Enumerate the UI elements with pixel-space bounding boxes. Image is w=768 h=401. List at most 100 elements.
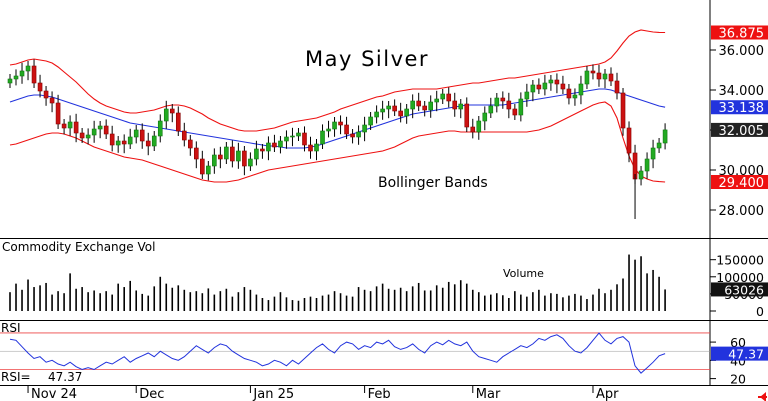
rsi-readout-value: 47.37: [48, 370, 82, 384]
candle-down: [139, 129, 145, 142]
volume-tick-label: 100000: [716, 270, 764, 285]
price-badge-box: [711, 175, 768, 189]
rsi-readout-label: RSI=: [1, 370, 31, 384]
candle-down: [230, 146, 235, 162]
rsi-line: [9, 332, 666, 374]
candle-up: [19, 70, 25, 77]
candle-up: [602, 73, 608, 80]
candle-up: [356, 131, 361, 138]
candle-up: [254, 148, 259, 160]
candle-up: [115, 140, 121, 146]
rsi-badge-box: [711, 346, 768, 361]
candle-down: [121, 140, 127, 145]
candle-down: [308, 144, 313, 152]
chart-title: May Silver: [305, 47, 429, 71]
bollinger-upper-line: [9, 29, 666, 132]
candle-up: [151, 135, 157, 147]
candle-down: [169, 108, 175, 114]
candle-down: [344, 124, 349, 135]
candle-down: [79, 132, 85, 139]
candle-down: [470, 126, 476, 133]
candle-down: [194, 147, 199, 160]
price-badge-value: 33.138: [719, 101, 765, 116]
date-tick-label: Dec: [139, 387, 164, 401]
date-tick-label: Mar: [476, 387, 501, 401]
candle-up: [296, 132, 301, 137]
candle-up: [638, 170, 644, 180]
candle-up: [7, 78, 13, 84]
candle-up: [542, 82, 548, 90]
volume-annotation: Volume: [503, 267, 544, 280]
candle-up: [368, 116, 373, 126]
candle-up: [224, 146, 229, 160]
price-badge-box: [711, 122, 768, 137]
date-tick-label: Apr: [596, 387, 619, 401]
price-tick-label: 36.000: [719, 44, 765, 59]
volume-tick-label: 150000: [716, 253, 764, 268]
candle-up: [157, 120, 163, 137]
candle-up: [644, 158, 650, 172]
volume-tick-label: 0: [756, 304, 764, 319]
candle-down: [446, 93, 452, 102]
scroll-left-arrow-shaft: [758, 396, 767, 398]
candle-up: [266, 142, 271, 152]
price-tick-label: 28.000: [719, 204, 765, 219]
candle-up: [206, 165, 211, 175]
bollinger-middle-line: [9, 88, 666, 149]
volume-bars: [9, 254, 666, 311]
candle-down: [464, 103, 470, 128]
candle-up: [314, 143, 319, 152]
volume-badge-value: 63026: [724, 282, 764, 297]
date-axis: Nov 24 Dec Jan 25 Feb Mar Apr: [27, 385, 619, 401]
candle-down: [188, 139, 193, 149]
price-badge-value: 32.005: [719, 124, 765, 139]
candle-up: [410, 100, 415, 110]
candle-down: [608, 73, 614, 82]
candle-up: [380, 108, 385, 113]
candle-up: [662, 129, 668, 144]
date-tick-label: Feb: [368, 387, 391, 401]
candle-down: [590, 70, 596, 74]
candle-up: [320, 130, 325, 145]
candle-down: [43, 90, 49, 99]
candle-down: [103, 125, 109, 135]
candle-up: [584, 70, 590, 85]
candle-up: [248, 158, 253, 167]
candle-down: [422, 105, 427, 111]
candle-up: [85, 134, 91, 139]
candle-up: [326, 128, 331, 132]
candle-down: [200, 158, 205, 175]
candle-down: [416, 100, 421, 107]
volume-panel: Commodity Exchange Vol Volume 150000 1000…: [0, 239, 768, 321]
rsi-tick-label: 20: [730, 372, 746, 387]
candle-down: [500, 97, 506, 102]
candle-up: [25, 65, 31, 72]
candle-down: [350, 133, 355, 138]
candle-up: [163, 108, 169, 122]
candle-down: [175, 112, 181, 132]
candle-down: [109, 133, 115, 146]
candle-up: [67, 121, 73, 129]
candle-up: [127, 136, 133, 145]
candle-up: [91, 128, 97, 136]
candle-down: [49, 97, 55, 104]
rsi-badge-value: 47.37: [728, 347, 764, 362]
volume-badge-box: [711, 282, 768, 297]
candle-up: [212, 154, 217, 167]
rsi-reference-lines: [0, 332, 710, 370]
price-badge-box: [711, 25, 768, 40]
candle-down: [242, 150, 247, 167]
candle-down: [620, 92, 626, 129]
candle-up: [650, 147, 656, 160]
price-badge-value: 36.875: [719, 27, 765, 42]
candle-up: [284, 136, 289, 142]
price-badge-box: [711, 100, 768, 115]
candle-up: [530, 84, 536, 93]
candle-down: [554, 79, 560, 85]
candle-up: [404, 108, 409, 117]
candle-up: [278, 140, 283, 148]
candle-down: [181, 130, 187, 141]
candle-up: [482, 112, 488, 122]
